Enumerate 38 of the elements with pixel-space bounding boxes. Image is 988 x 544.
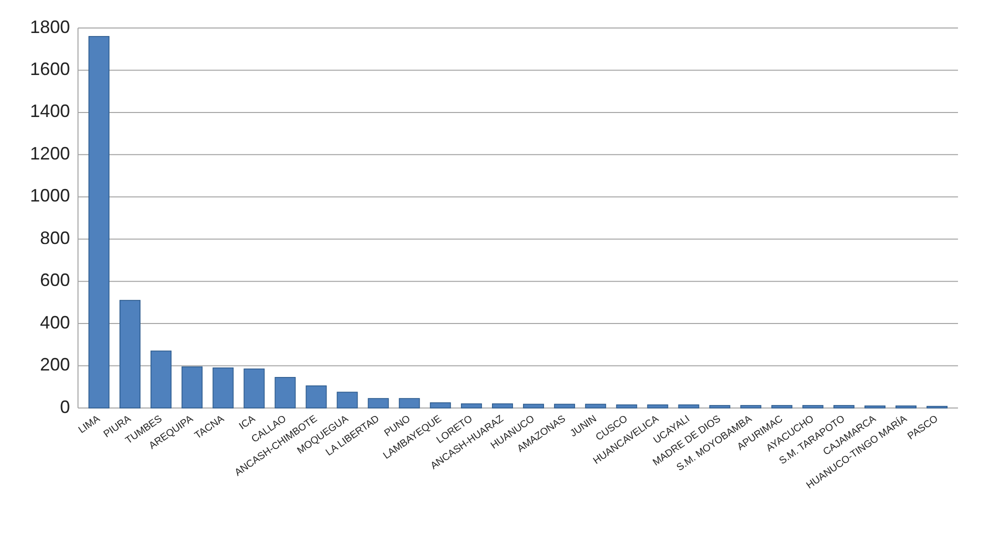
bar	[833, 405, 854, 408]
y-tick-label: 1600	[30, 58, 70, 79]
bar	[896, 405, 916, 408]
bar	[120, 300, 140, 408]
bar	[368, 398, 389, 408]
y-tick-label: 0	[60, 396, 70, 417]
y-tick-label: 800	[40, 228, 70, 248]
bar	[274, 376, 296, 408]
bar	[460, 403, 482, 408]
bar	[678, 404, 700, 408]
bar	[336, 392, 358, 408]
x-tick-label: LIMA	[76, 413, 102, 436]
y-tick-label: 1200	[30, 143, 70, 164]
y-tick-label: 600	[40, 270, 70, 290]
y-tick-label: 400	[40, 312, 70, 332]
bar	[616, 404, 638, 408]
y-tick-label: 1400	[30, 101, 70, 122]
bar	[306, 385, 327, 408]
bar	[88, 36, 110, 408]
bar	[492, 403, 513, 408]
y-tick-label: 1800	[30, 16, 70, 37]
bar	[398, 398, 420, 408]
bar	[430, 402, 451, 408]
bar	[709, 405, 730, 408]
bar	[771, 405, 792, 408]
bar	[740, 405, 762, 408]
y-tick-label: 1000	[30, 186, 70, 206]
bar	[523, 404, 544, 408]
bar	[647, 404, 668, 408]
bar	[554, 404, 576, 408]
bar	[585, 404, 606, 408]
bar	[802, 405, 824, 408]
y-tick-label: 200	[40, 354, 70, 375]
bar	[150, 350, 172, 408]
bar	[182, 366, 203, 408]
bar	[864, 405, 886, 408]
bar	[212, 367, 234, 408]
bar	[244, 368, 265, 408]
